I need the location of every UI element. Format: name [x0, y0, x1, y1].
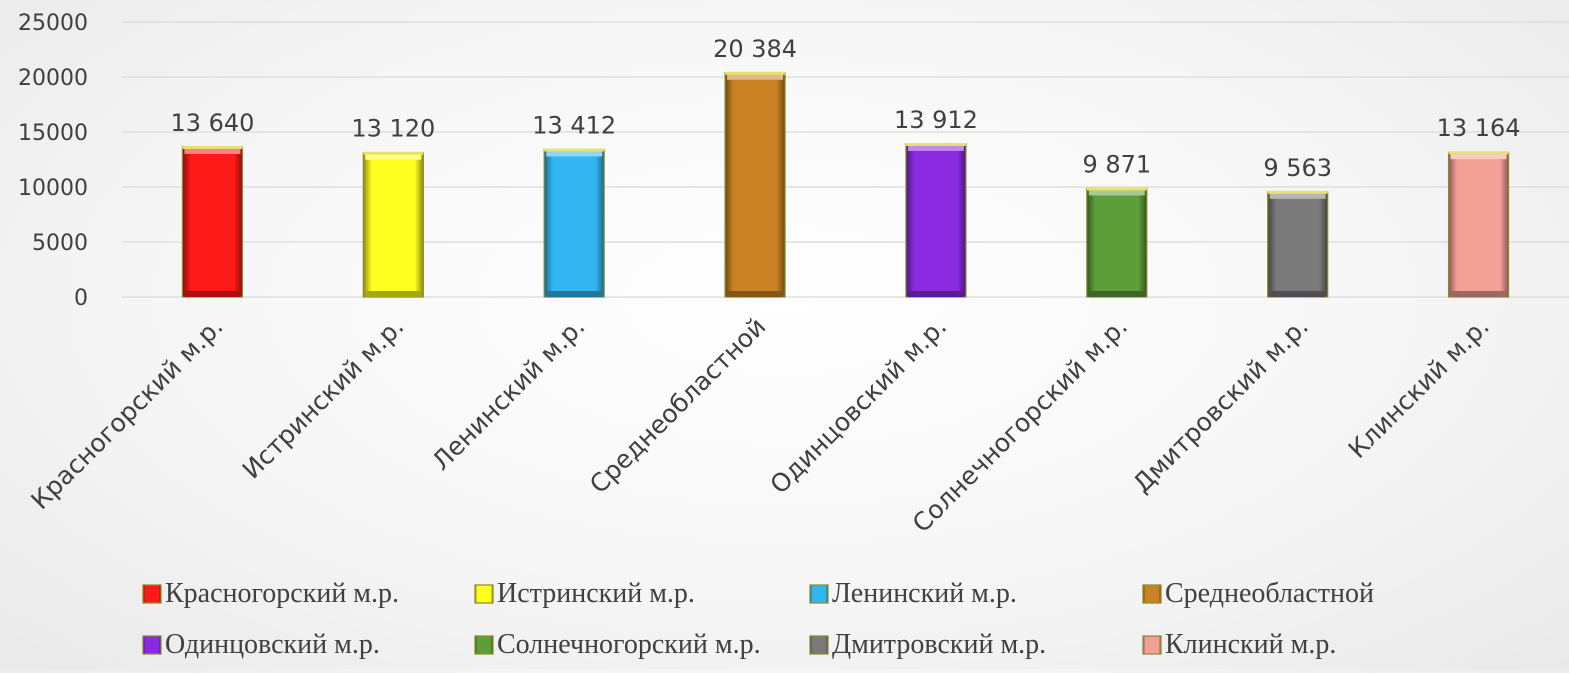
- data-label: 13 120: [351, 115, 435, 143]
- legend-label: Среднеобластной: [1165, 578, 1374, 609]
- bar: [905, 142, 967, 298]
- legend-item: Солнечногорский м.р.: [474, 629, 761, 660]
- legend-label: Дмитровский м.р.: [832, 629, 1046, 660]
- bars: [181, 71, 1510, 298]
- legend-item: Одинцовский м.р.: [142, 629, 380, 660]
- x-tick-label: Одинцовский м.р.: [764, 312, 952, 500]
- bar: [181, 145, 244, 298]
- y-axis-tick-labels: 0 5000 10000 15000 20000 25000: [18, 11, 88, 311]
- data-label: 9 563: [1263, 154, 1332, 182]
- data-label: 13 164: [1437, 114, 1521, 142]
- x-tick-label: Красногорский м.р.: [25, 312, 228, 515]
- data-labels: 13 640 13 120 13 412 20 384 13 912 9 871 9 563…: [170, 35, 1520, 182]
- legend-item: Истринский м.р.: [474, 578, 695, 609]
- y-tick-label: 10000: [18, 176, 88, 201]
- legend-label: Солнечногорский м.р.: [497, 629, 761, 660]
- legend-label: Истринский м.р.: [497, 578, 695, 609]
- data-label: 9 871: [1082, 150, 1151, 178]
- legend-label: Красногорский м.р.: [165, 578, 399, 609]
- y-tick-label: 15000: [18, 121, 88, 146]
- legend-label: Ленинский м.р.: [832, 578, 1017, 609]
- gridlines: [122, 21, 1569, 298]
- x-tick-label: Клинский м.р.: [1343, 312, 1495, 464]
- bar: [724, 71, 786, 298]
- x-tick-label: Дмитровский м.р.: [1127, 312, 1314, 499]
- y-tick-label: 0: [74, 286, 88, 311]
- data-label: 13 912: [894, 106, 978, 134]
- legend-label: Одинцовский м.р.: [165, 629, 380, 660]
- bar: [362, 151, 424, 298]
- bar: [1447, 151, 1510, 298]
- bar: [543, 148, 605, 298]
- x-tick-label: Среднеобластной: [584, 312, 771, 499]
- legend: Красногорский м.р. Истринский м.р. Ленинск…: [142, 578, 1374, 660]
- data-label: 20 384: [713, 35, 797, 63]
- x-tick-label: Ленинский м.р.: [426, 312, 590, 476]
- bar: [1086, 187, 1148, 298]
- x-tick-label: Солнечногорский м.р.: [907, 312, 1133, 538]
- data-label: 13 412: [532, 111, 616, 139]
- y-tick-label: 5000: [32, 231, 88, 256]
- x-tick-label: Истринский м.р.: [237, 312, 410, 485]
- y-tick-label: 20000: [18, 66, 88, 91]
- legend-item: Клинский м.р.: [1142, 629, 1336, 660]
- legend-item: Среднеобластной: [1142, 578, 1374, 609]
- bar: [1267, 190, 1329, 298]
- data-label: 13 640: [170, 109, 254, 137]
- y-tick-label: 25000: [18, 11, 88, 36]
- x-axis-tick-labels: Красногорский м.р. Истринский м.р. Ленинск…: [25, 312, 1494, 538]
- legend-item: Красногорский м.р.: [142, 578, 399, 609]
- legend-label: Клинский м.р.: [1165, 629, 1336, 660]
- legend-item: Дмитровский м.р.: [809, 629, 1046, 660]
- legend-item: Ленинский м.р.: [809, 578, 1017, 609]
